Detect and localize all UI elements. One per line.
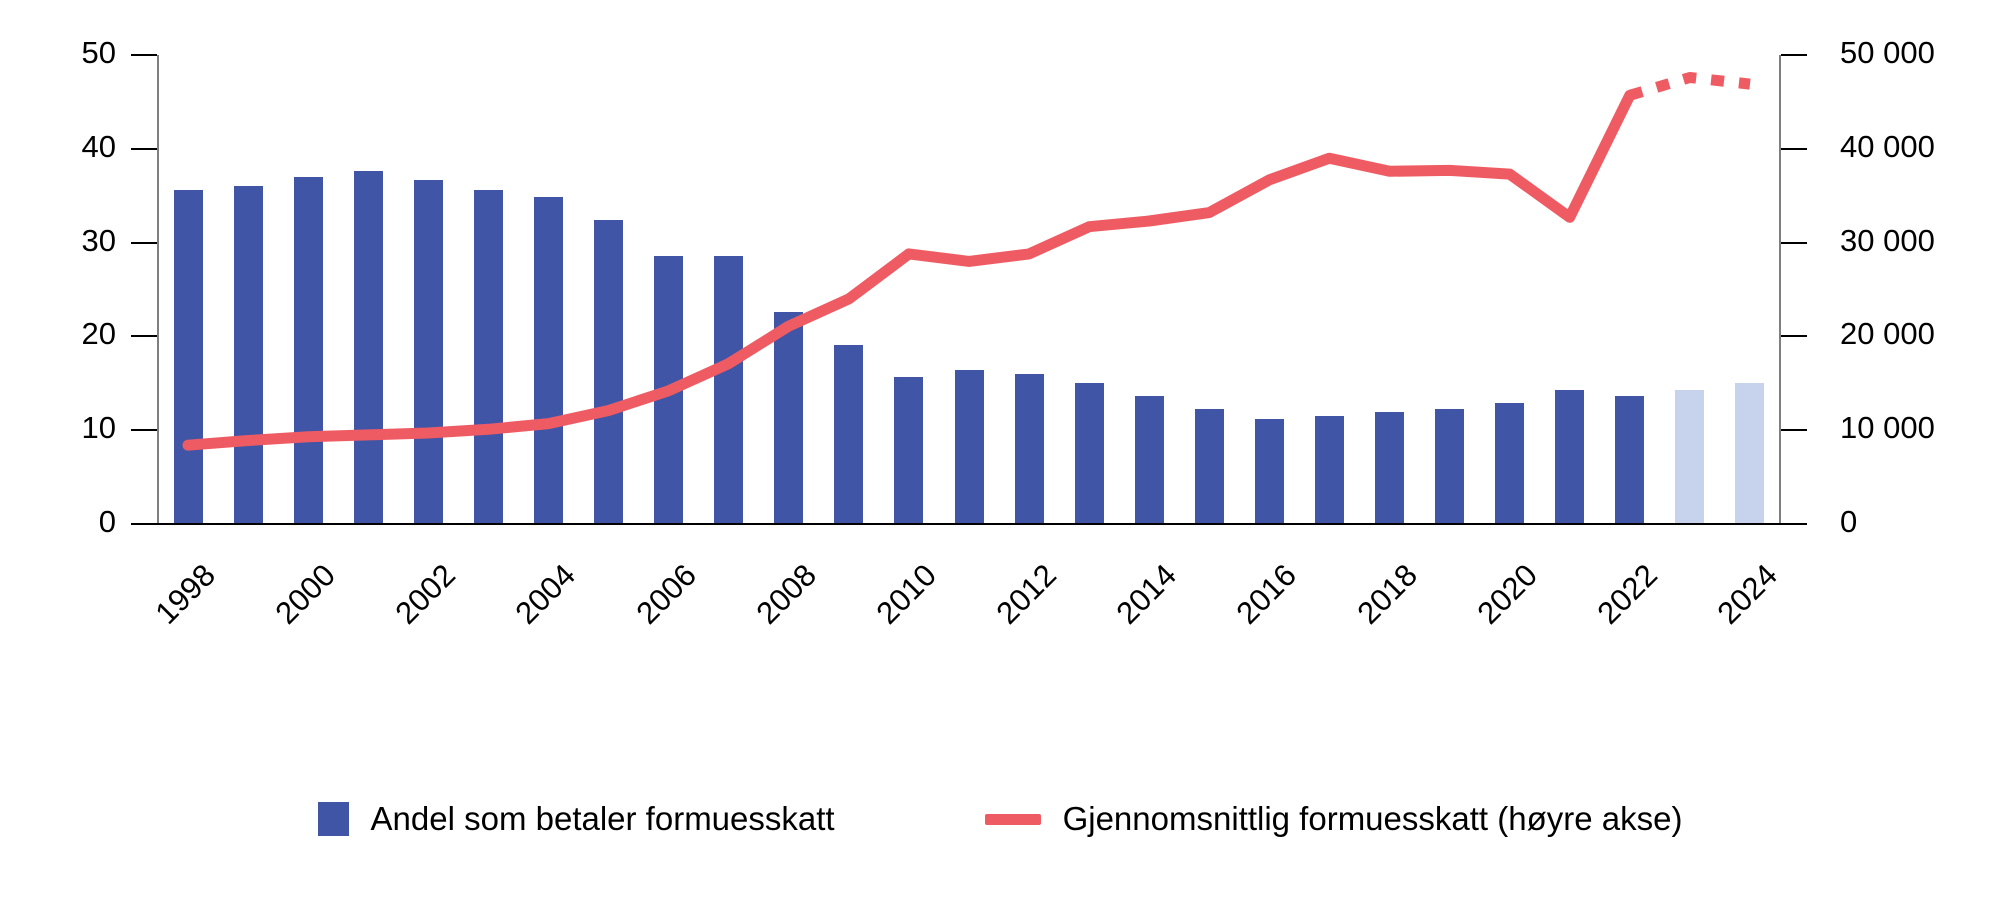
- y-label-right-40000: 40 000: [1840, 128, 1935, 164]
- bar-2008: [774, 312, 804, 524]
- legend-label-bars: Andel som betaler formuesskatt: [370, 800, 835, 837]
- y-tick-right-20000: [1781, 335, 1807, 338]
- y-tick-left-20: [131, 335, 157, 338]
- legend-item-line: Gjennomsnittlig formuesskatt (høyre akse…: [984, 800, 1683, 838]
- bar-2001: [353, 171, 383, 524]
- bar-2020: [1495, 403, 1525, 524]
- y-tick-right-30000: [1781, 241, 1807, 244]
- bar-2009: [834, 344, 864, 524]
- y-label-left-20: 20: [81, 316, 116, 352]
- bar-2018: [1375, 412, 1405, 524]
- y-tick-right-40000: [1781, 147, 1807, 150]
- y-tick-left-30: [131, 241, 157, 244]
- y-label-right-20000: 20 000: [1840, 316, 1935, 352]
- bar-1998: [173, 190, 203, 524]
- bar-2013: [1074, 383, 1104, 524]
- line-series: [182, 72, 1751, 451]
- x-axis-line: [157, 523, 1781, 525]
- y-tick-left-0: [131, 523, 157, 525]
- y-label-right-10000: 10 000: [1840, 410, 1935, 446]
- bar-2003: [473, 190, 503, 524]
- line-solid-path: [182, 89, 1636, 451]
- bar-1999: [233, 186, 263, 524]
- bar-2012: [1014, 373, 1044, 524]
- y-label-left-50: 50: [81, 35, 116, 70]
- bar-2000: [293, 176, 323, 524]
- legend-item-bars: Andel som betaler formuesskatt: [317, 800, 835, 838]
- chart-legend: Andel som betaler formuesskatt Gjennomsn…: [0, 800, 2000, 838]
- y-tick-right-10000: [1781, 429, 1807, 432]
- bar-2010: [894, 376, 924, 524]
- bar-2019: [1435, 408, 1465, 524]
- plot-area: [158, 55, 1780, 524]
- bar-2023: [1675, 389, 1705, 524]
- y-label-left-40: 40: [81, 128, 116, 164]
- y-label-left-30: 30: [81, 222, 116, 258]
- y-label-right-50000: 50 000: [1840, 35, 1935, 70]
- legend-square-icon: [317, 802, 349, 836]
- legend-line-icon: [984, 813, 1041, 825]
- legend-label-line: Gjennomsnittlig formuesskatt (høyre akse…: [1062, 800, 1683, 837]
- bar-2011: [954, 370, 984, 524]
- y-axis-right-line: [1779, 55, 1781, 525]
- bar-2016: [1254, 418, 1284, 524]
- bar-2014: [1134, 395, 1164, 524]
- bar-2007: [714, 255, 744, 524]
- y-tick-left-50: [131, 54, 157, 56]
- bar-2022: [1615, 396, 1645, 524]
- y-axis-left-line: [157, 55, 159, 525]
- bar-2024: [1735, 383, 1765, 524]
- bar-2004: [533, 196, 563, 524]
- y-label-left-10: 10: [81, 410, 116, 446]
- y-tick-left-40: [131, 147, 157, 150]
- y-label-right-30000: 30 000: [1840, 222, 1935, 258]
- y-tick-left-10: [131, 429, 157, 432]
- bar-2021: [1555, 389, 1585, 524]
- y-tick-right-50000: [1781, 54, 1807, 56]
- bar-2015: [1194, 408, 1224, 524]
- y-tick-right-0: [1781, 523, 1807, 525]
- bar-2002: [413, 179, 443, 524]
- y-label-right-0: 0: [1840, 504, 1858, 539]
- y-label-left-0: 0: [98, 504, 116, 539]
- bar-2005: [594, 220, 624, 524]
- line-dashed-path: [1628, 72, 1751, 101]
- bar-2017: [1314, 416, 1344, 524]
